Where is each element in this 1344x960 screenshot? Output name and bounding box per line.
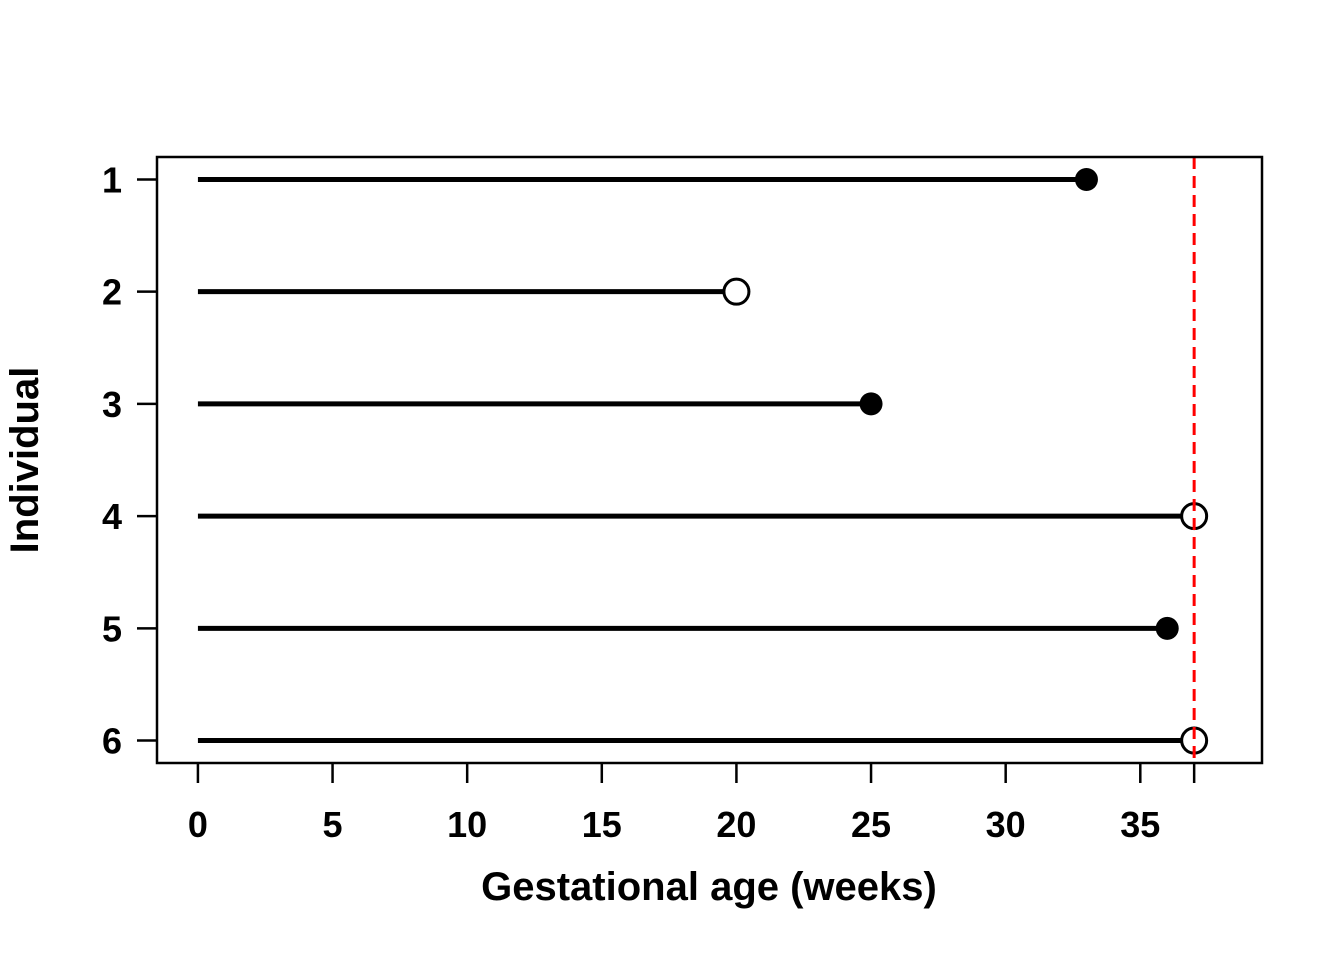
y-axis-tick-label: 2 <box>102 272 122 313</box>
x-axis-tick-label: 0 <box>188 804 208 845</box>
plot-area <box>197 157 1209 763</box>
y-axis-tick-label: 4 <box>102 496 122 537</box>
y-axis-tick-label: 3 <box>102 384 122 425</box>
plot-border-box <box>155 155 1264 765</box>
x-axis-tick-label: 25 <box>851 804 891 845</box>
x-axis-tick-label: 10 <box>447 804 487 845</box>
x-axis-title: Gestational age (weeks) <box>481 865 937 909</box>
event-marker-filled <box>1074 167 1098 191</box>
x-axis-tick-label: 15 <box>582 804 622 845</box>
y-axis-tick-label: 1 <box>102 159 122 200</box>
event-marker-filled <box>1155 616 1179 640</box>
y-axis-tick-label: 6 <box>102 721 122 762</box>
x-axis-tick-label: 5 <box>323 804 343 845</box>
y-axis-tick-label: 5 <box>102 608 122 649</box>
censoring-marker-open <box>722 277 751 306</box>
x-axis-tick-label: 35 <box>1120 804 1160 845</box>
x-axis-tick-label: 20 <box>716 804 756 845</box>
axes: 0 5 10 15 20 25 30 35 1 2 3 4 5 6 <box>102 155 1264 845</box>
event-marker-filled <box>859 392 883 416</box>
x-axis-tick-label: 30 <box>986 804 1026 845</box>
y-axis-title: Individual <box>3 367 47 554</box>
